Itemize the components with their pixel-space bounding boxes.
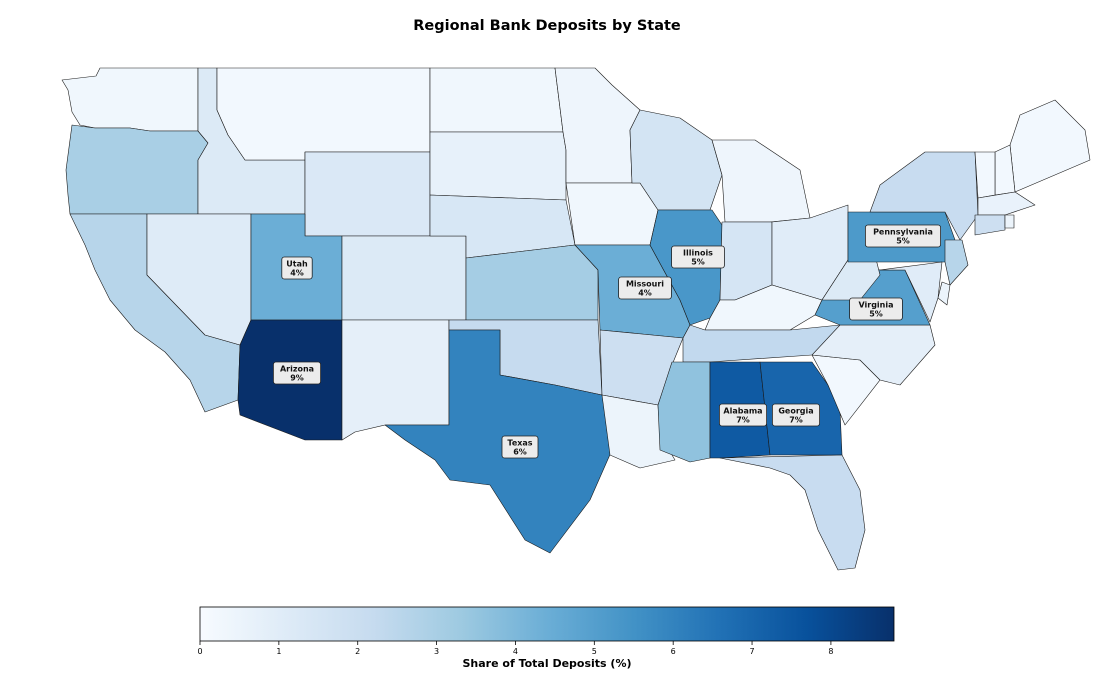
state-label-name: Virginia (858, 301, 893, 310)
state-michigan (711, 139, 811, 223)
state-label-box (719, 403, 768, 427)
chart-title: Regional Bank Deposits by State (413, 18, 681, 34)
colorbar-label: Share of Total Deposits (%) (463, 657, 632, 670)
state-north-dakota (429, 67, 564, 133)
state-label-pct: 9% (290, 374, 304, 383)
state-label-box (272, 361, 321, 385)
state-label-pct: 7% (789, 416, 803, 425)
state-label-box (501, 435, 539, 459)
state-label-name: Missouri (626, 280, 664, 289)
state-label-box (772, 403, 821, 427)
state-label-pct: 5% (869, 310, 883, 319)
state-new-mexico (341, 319, 450, 441)
labels-layer: Utah4%Arizona9%Texas6%Missouri4%Illinois… (272, 224, 942, 459)
state-new-jersey (944, 239, 969, 286)
state-label-name: Arizona (280, 365, 314, 374)
states-layer (61, 67, 1091, 571)
state-iowa (565, 182, 659, 246)
state-label-name: Pennsylvania (873, 228, 933, 237)
colorbar-tick-label: 2 (355, 647, 360, 656)
state-florida (719, 454, 866, 571)
state-label-name: Alabama (723, 407, 762, 416)
state-oregon (65, 124, 209, 215)
state-label-name: Illinois (683, 249, 713, 258)
colorbar-tick-label: 6 (671, 647, 676, 656)
colorbar-tick-label: 7 (749, 647, 754, 656)
state-label-pct: 5% (691, 258, 705, 267)
state-label-pct: 7% (736, 416, 750, 425)
state-label-box (865, 224, 942, 248)
colorbar-tick-label: 5 (592, 647, 597, 656)
state-minnesota (554, 67, 641, 184)
colorbar-gradient (199, 606, 895, 642)
colorbar-tick-label: 4 (513, 647, 518, 656)
state-label-name: Georgia (778, 407, 813, 416)
state-connecticut (974, 214, 1006, 236)
state-new-york (869, 151, 979, 241)
state-vermont (974, 151, 996, 199)
state-label-name: Utah (286, 260, 308, 269)
state-label-pct: 6% (513, 448, 527, 457)
colorbar-tick-label: 8 (828, 647, 833, 656)
state-washington (61, 67, 199, 132)
state-south-dakota (429, 131, 567, 201)
state-montana (216, 67, 431, 161)
colorbar-tick-label: 3 (434, 647, 439, 656)
state-maine (1009, 99, 1091, 193)
state-label-box (281, 256, 313, 280)
state-maryland (879, 261, 943, 323)
state-rhode-island (1004, 214, 1015, 229)
state-label-box (671, 245, 725, 269)
state-delaware (937, 281, 951, 306)
state-wyoming (304, 151, 431, 237)
state-label-box (849, 297, 903, 321)
state-colorado (341, 235, 467, 321)
state-label-box (618, 276, 672, 300)
state-label-pct: 5% (896, 237, 910, 246)
colorbar-tick-label: 0 (197, 647, 202, 656)
state-label-name: Texas (507, 439, 532, 448)
state-label-pct: 4% (290, 269, 304, 278)
colorbar-tick-label: 1 (276, 647, 281, 656)
state-kansas (465, 244, 599, 321)
colorbar-ticks: 0 1 2 3 4 5 6 7 8 (197, 641, 833, 656)
state-label-pct: 4% (638, 289, 652, 298)
state-massachusetts (977, 191, 1036, 216)
colorbar: 0 1 2 3 4 5 6 7 8 Share of Total Deposits (%) (197, 606, 895, 670)
state-texas (384, 329, 613, 554)
